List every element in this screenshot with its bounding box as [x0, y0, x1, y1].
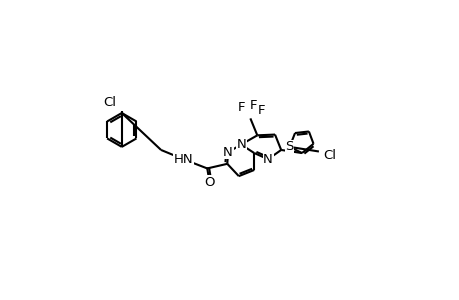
Text: S: S — [285, 140, 293, 153]
Text: Cl: Cl — [104, 97, 117, 110]
Text: N: N — [263, 153, 272, 166]
Text: N: N — [223, 146, 232, 159]
Text: Cl: Cl — [323, 149, 336, 162]
Text: F: F — [249, 99, 257, 112]
Text: O: O — [204, 176, 214, 189]
Text: F: F — [237, 101, 244, 114]
Text: F: F — [257, 104, 264, 117]
Text: HN: HN — [173, 153, 193, 166]
Text: N: N — [236, 138, 246, 151]
